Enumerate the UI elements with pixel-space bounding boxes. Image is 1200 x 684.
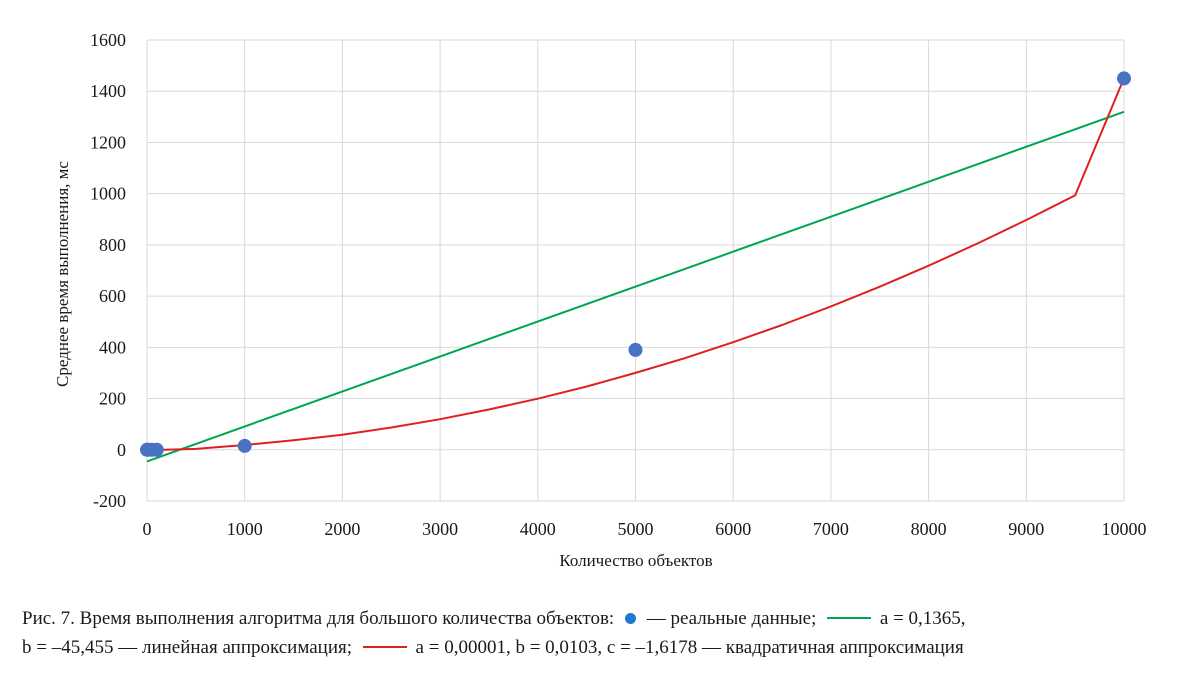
series-line-quadratic [146,77,1125,452]
legend-dot-real-data [624,612,636,624]
legend-line-linear [827,617,872,620]
caption-line-1: Рис. 7. Время выполнения алгоритма для б… [22,604,1192,633]
series-layer [140,71,1131,463]
y-tick-label: 400 [99,337,126,357]
figure-caption: Рис. 7. Время выполнения алгоритма для б… [22,604,1192,662]
caption-text-1a: Рис. 7. Время выполнения алгоритма для б… [22,608,615,629]
chart: 0 1000 2000 3000 4000 5000 6000 7000 8000 9000 100… [53,30,1147,570]
x-tick-label: 1000 [227,519,263,539]
x-tick-label: 6000 [715,519,751,539]
series-line-linear [146,110,1125,463]
caption-text-2b: a = 0,00001, b = 0,0103, c = –1,6178 — к… [415,637,964,658]
y-tick-label: 1200 [90,132,126,152]
x-tick-label: 4000 [520,519,556,539]
legend-line-quadratic [362,646,407,649]
y-tick-label: -200 [93,491,126,511]
y-tick-label: 0 [117,440,126,460]
y-tick-label: 1600 [90,30,126,50]
x-tick-label: 10000 [1102,519,1147,539]
caption-line-2: b = –45,455 — линейная аппроксимация; a … [22,633,1192,662]
caption-text-1c: a = 0,1365, [879,608,966,629]
caption-text-1b: — реальные данные; [646,608,817,629]
x-axis-label: Количество объектов [559,551,712,570]
y-tick-label: 1000 [90,184,126,204]
y-axis-label: Среднее время выполнения, мс [53,161,72,387]
gridlines [146,39,1125,502]
y-tick-label: 800 [99,235,126,255]
x-tick-label: 8000 [911,519,947,539]
x-tick-label: 2000 [324,519,360,539]
x-tick-label: 5000 [618,519,654,539]
data-point [237,438,252,453]
x-tick-label: 7000 [813,519,849,539]
x-tick-label: 0 [143,519,152,539]
x-tick-label: 9000 [1008,519,1044,539]
data-point [1117,71,1131,86]
y-tick-label: 1400 [90,81,126,101]
y-tick-label: 200 [99,389,126,409]
x-tick-label: 3000 [422,519,458,539]
y-tick-label: 600 [99,286,126,306]
data-point [628,342,643,357]
x-tick-labels: 0 1000 2000 3000 4000 5000 6000 7000 8000 9000 100… [143,519,1147,539]
y-tick-labels: -200 0 200 400 600 800 1000 1200 1400 1600 [90,30,126,511]
caption-text-2a: b = –45,455 — линейная аппроксимация; [22,637,353,658]
data-point [149,442,164,457]
